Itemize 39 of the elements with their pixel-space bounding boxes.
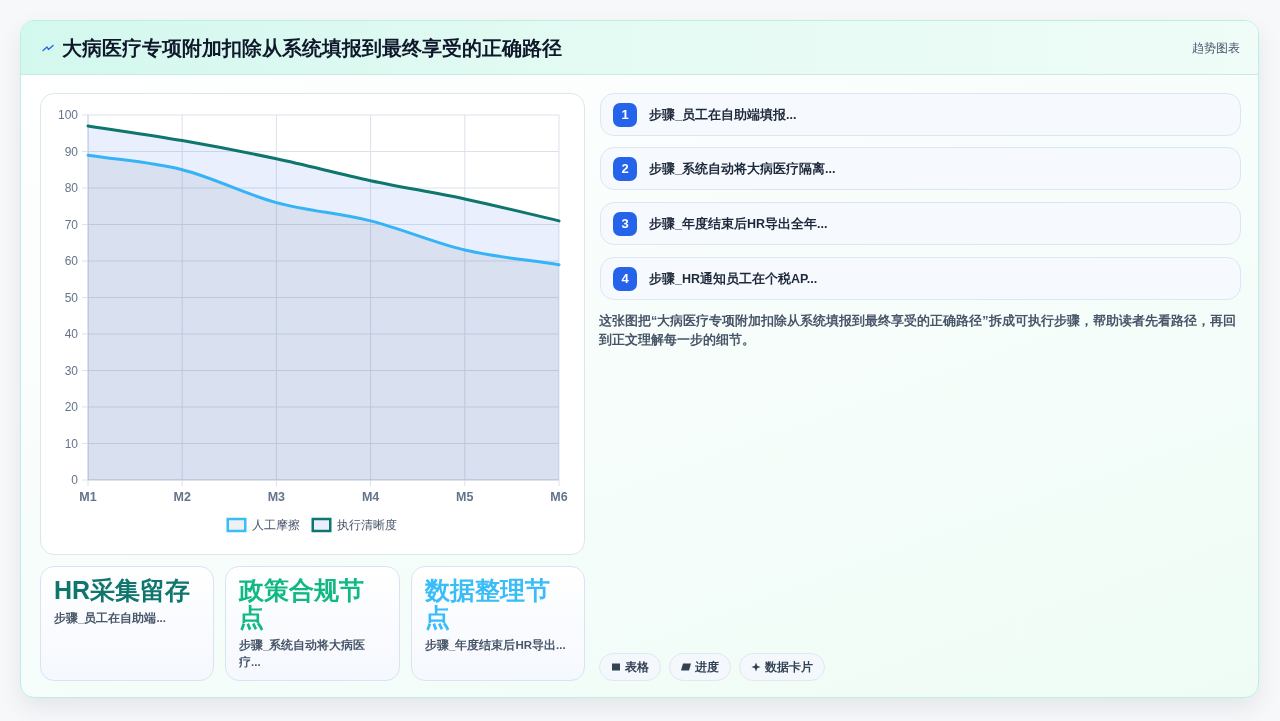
y-tick-label: 50 <box>64 290 79 305</box>
y-tick-label: 90 <box>64 144 79 159</box>
step-number-badge: 3 <box>613 212 637 236</box>
x-tick-label: M6 <box>550 490 568 504</box>
x-tick-label: M1 <box>79 490 97 504</box>
text: 步骤_年度结束后HR导出... <box>425 637 567 653</box>
y-tick-label: 70 <box>64 217 79 232</box>
text: 这张图把“大病医疗专项附加扣除从系统填报到最终享受的正确路径”拆成可执行步骤，帮助读者先看路径，再回到正文理解每一步的细节。 <box>599 313 1237 349</box>
step-text: 步骤_员工在自助端填报... <box>649 107 797 124</box>
text: 步骤_员工在自助端... <box>54 611 167 626</box>
y-tick-label: 40 <box>64 327 79 341</box>
text: 步骤_系统自动将大病医疗... <box>239 637 367 670</box>
y-tick-label: 10 <box>64 436 79 451</box>
x-tick-label: M5 <box>456 490 474 504</box>
text: 数据整理节点 <box>425 576 551 631</box>
x-tick-label: M3 <box>267 490 286 504</box>
x-tick-label: M4 <box>361 490 380 504</box>
step-text: 步骤_年度结束后HR导出全年... <box>649 215 828 233</box>
text: 趋势图表 <box>1192 40 1240 57</box>
text: 表格 <box>625 659 649 675</box>
y-tick-label: 100 <box>57 108 79 122</box>
step-text: 步骤_HR通知员工在个税AP... <box>649 271 818 288</box>
text: 大病医疗专项附加扣除从系统填报到最终享受的正确路径 <box>62 36 562 61</box>
y-tick-label: 20 <box>64 400 79 414</box>
text: 政策合规节点 <box>239 576 365 631</box>
step-text: 步骤_系统自动将大病医疗隔离... <box>649 160 836 178</box>
x-tick-label: M2 <box>173 490 191 504</box>
legend-label: 人工摩擦 <box>251 518 300 532</box>
y-tick-label: 0 <box>71 473 79 487</box>
step-number-badge: 4 <box>613 267 637 291</box>
step-number-badge: 1 <box>613 103 637 127</box>
step-number-badge: 2 <box>613 157 637 181</box>
y-tick-label: 30 <box>64 363 79 378</box>
text: HR采集留存 <box>54 576 192 604</box>
text: 进度 <box>695 659 719 675</box>
text: 数据卡片 <box>765 659 813 675</box>
y-tick-label: 80 <box>64 181 79 195</box>
y-tick-label: 60 <box>64 254 79 268</box>
legend-label: 执行清晰度 <box>336 518 397 532</box>
